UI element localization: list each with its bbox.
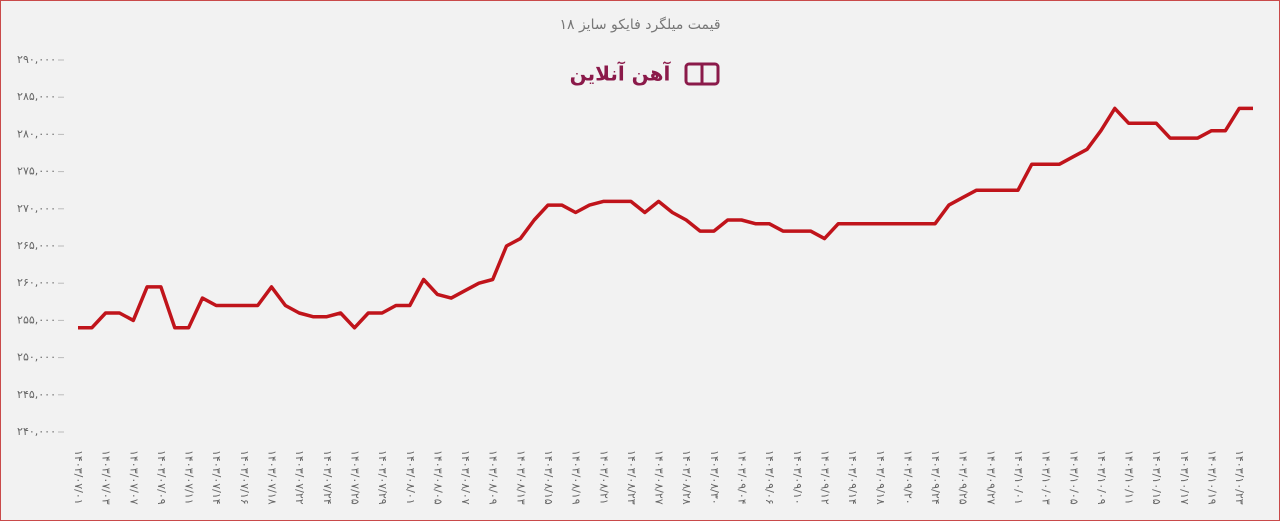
- x-tick-label: ۱۴۰۳/۰۹/۱۰: [791, 450, 804, 505]
- y-tick-label: ۲۷۰,۰۰۰: [17, 202, 56, 215]
- y-tick-label: ۲۶۵,۰۰۰: [17, 239, 56, 252]
- x-tick-label: ۱۴۰۳/۰۹/۰۶: [763, 450, 776, 505]
- x-tick-label: ۱۴۰۳/۰۹/۲۰: [901, 450, 914, 505]
- y-tick-label: ۲۹۰,۰۰۰: [17, 53, 56, 66]
- x-tick-label: ۱۴۰۳/۰۷/۲۹: [376, 450, 389, 505]
- x-tick-label: ۱۴۰۳/۰۷/۰۱: [72, 450, 85, 505]
- x-tick-label: ۱۴۰۳/۱۰/۱۹: [1206, 450, 1219, 505]
- x-tick-label: ۱۴۰۳/۰۷/۰۷: [127, 450, 140, 505]
- y-tick-label: ۲۴۰,۰۰۰: [17, 425, 56, 438]
- x-tick-label: ۱۴۰۳/۰۷/۲۲: [293, 450, 306, 505]
- x-tick-label: ۱۴۰۳/۰۹/۲۴: [929, 450, 942, 505]
- y-tick-label: ۲۵۰,۰۰۰: [17, 351, 56, 364]
- x-tick-label: ۱۴۰۳/۰۷/۱۴: [210, 450, 223, 505]
- x-tick-label: ۱۴۰۳/۰۸/۰۷: [459, 450, 472, 505]
- x-tick-label: ۱۴۰۳/۱۰/۰۱: [1012, 450, 1025, 505]
- x-tick-label: ۱۴۰۳/۱۰/۱۱: [1123, 450, 1136, 505]
- x-tick-label: ۱۴۰۳/۰۸/۲۸: [680, 450, 693, 505]
- x-tick-label: ۱۴۰۳/۰۹/۱۲: [818, 450, 831, 505]
- x-tick-label: ۱۴۰۳/۰۸/۰۵: [431, 450, 444, 505]
- x-tick-label: ۱۴۰۳/۰۸/۳۰: [708, 450, 721, 505]
- y-tick-label: ۲۸۰,۰۰۰: [17, 127, 56, 140]
- x-tick-label: ۱۴۰۳/۱۰/۰۵: [1067, 450, 1080, 505]
- x-tick-label: ۱۴۰۳/۰۷/۱۸: [266, 450, 279, 505]
- x-tick-label: ۱۴۰۳/۰۹/۱۸: [874, 450, 887, 505]
- x-tick-label: ۱۴۰۳/۰۹/۰۴: [736, 450, 749, 505]
- x-tick-label: ۱۴۰۳/۰۹/۲۵: [957, 450, 970, 505]
- chart-title: قیمت میلگرد فایکو سایز ۱۸: [559, 16, 720, 33]
- x-tick-label: ۱۴۰۳/۱۰/۱۷: [1178, 450, 1191, 505]
- x-tick-label: ۱۴۰۳/۱۰/۰۳: [1040, 450, 1053, 505]
- x-tick-label: ۱۴۰۳/۰۸/۲۷: [653, 450, 666, 505]
- y-tick-label: ۲۵۵,۰۰۰: [17, 313, 56, 326]
- x-tick-label: ۱۴۰۳/۱۰/۰۹: [1095, 450, 1108, 505]
- x-tick-label: ۱۴۰۳/۰۸/۱۹: [570, 450, 583, 505]
- x-tick-label: ۱۴۰۳/۰۸/۰۹: [487, 450, 500, 505]
- y-tick-label: ۲۷۵,۰۰۰: [17, 165, 56, 178]
- x-tick-label: ۱۴۰۳/۰۷/۱۶: [238, 450, 251, 505]
- x-tick-label: ۱۴۰۳/۰۸/۲۱: [597, 450, 610, 505]
- x-tick-label: ۱۴۰۳/۰۷/۰۹: [155, 450, 168, 505]
- logo-text: آهن آنلاین: [570, 61, 672, 86]
- x-tick-label: ۱۴۰۳/۰۸/۱۵: [542, 450, 555, 505]
- x-tick-label: ۱۴۰۳/۰۸/۲۳: [625, 450, 638, 505]
- y-tick-label: ۲۶۰,۰۰۰: [17, 276, 56, 289]
- x-tick-label: ۱۴۰۳/۰۸/۰۱: [404, 450, 417, 505]
- x-tick-label: ۱۴۰۳/۰۸/۱۳: [514, 450, 527, 505]
- x-tick-label: ۱۴۰۳/۰۷/۱۱: [183, 450, 196, 505]
- logo-icon: [684, 62, 720, 86]
- x-tick-label: ۱۴۰۳/۰۹/۱۴: [846, 450, 859, 505]
- y-tick-label: ۲۸۵,۰۰۰: [17, 90, 56, 103]
- x-tick-label: ۱۴۰۳/۱۰/۱۵: [1150, 450, 1163, 505]
- x-tick-label: ۱۴۰۳/۰۹/۲۷: [984, 450, 997, 505]
- x-tick-label: ۱۴۰۳/۰۷/۲۴: [321, 450, 334, 505]
- x-tick-label: ۱۴۰۳/۱۰/۲۳: [1233, 450, 1246, 505]
- x-tick-label: ۱۴۰۳/۰۷/۲۵: [348, 450, 361, 505]
- y-tick-label: ۲۴۵,۰۰۰: [17, 388, 56, 401]
- x-tick-label: ۱۴۰۳/۰۷/۰۳: [100, 450, 113, 505]
- price-line: [78, 106, 1253, 330]
